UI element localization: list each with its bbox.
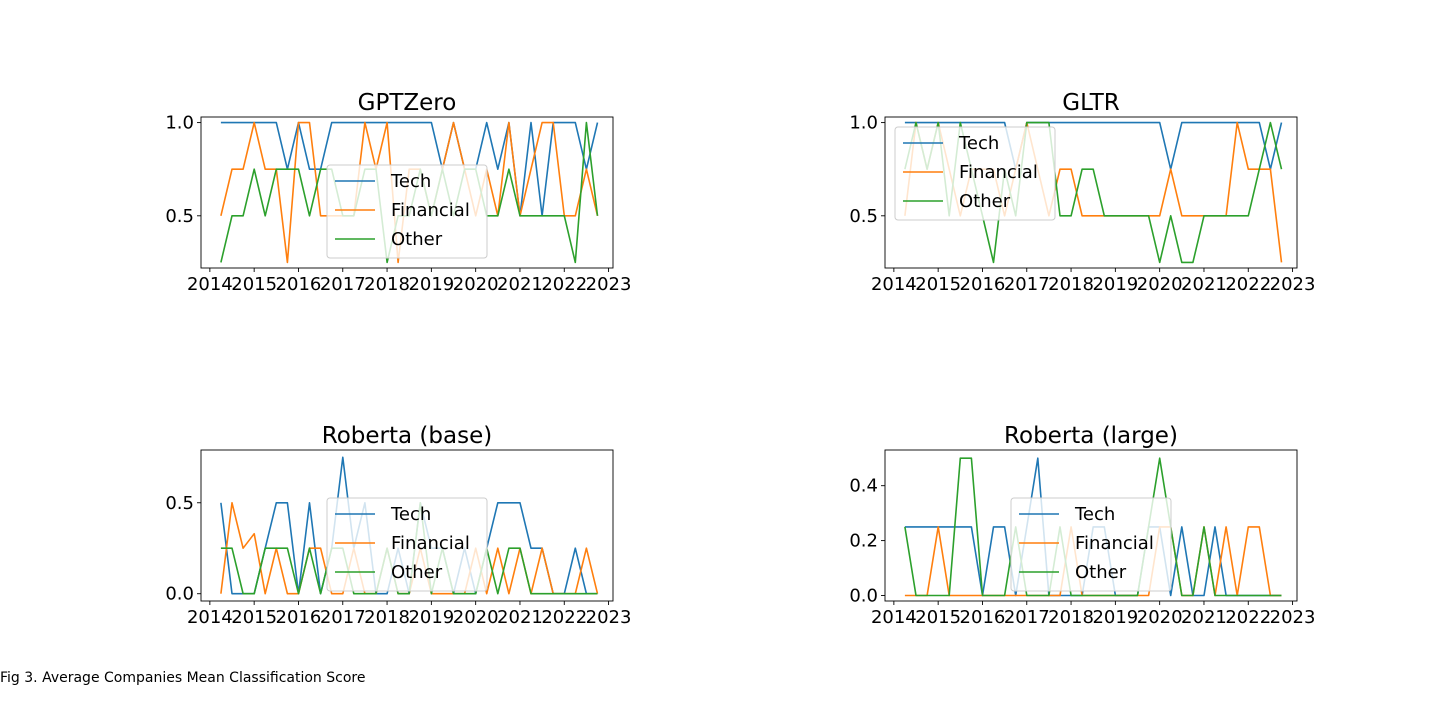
x-tick-label: 2017 [320, 607, 366, 628]
x-tick-label: 2021 [497, 607, 543, 628]
y-tick-label: 1.0 [165, 113, 194, 134]
subplot-4: Roberta (large)2014201520162017201820192… [849, 423, 1315, 628]
x-tick-label: 2021 [1181, 607, 1227, 628]
y-tick-label: 0.5 [165, 493, 194, 514]
subplot-3: Roberta (base)20142015201620172018201920… [165, 423, 631, 628]
x-tick-label: 2021 [497, 274, 543, 295]
x-tick-label: 2020 [453, 274, 499, 295]
y-tick-label: 0.2 [849, 531, 878, 552]
legend-box [894, 126, 1056, 221]
legend-box [326, 164, 488, 259]
legend-label-financial: Financial [1075, 533, 1154, 554]
x-tick-label: 2017 [1004, 274, 1050, 295]
legend-box [326, 497, 488, 592]
x-tick-label: 2022 [1225, 607, 1271, 628]
x-tick-label: 2023 [586, 607, 632, 628]
x-tick-label: 2022 [541, 274, 587, 295]
figure-caption: Fig 3. Average Companies Mean Classifica… [0, 670, 366, 686]
legend-label-tech: Tech [958, 133, 999, 154]
x-tick-label: 2021 [1181, 274, 1227, 295]
legend-label-financial: Financial [959, 162, 1038, 183]
x-tick-label: 2016 [960, 607, 1006, 628]
legend-label-tech: Tech [390, 171, 431, 192]
x-tick-label: 2018 [1048, 274, 1094, 295]
subplot-title: GLTR [1062, 90, 1120, 116]
subplot-title: Roberta (base) [322, 423, 492, 449]
series-line-other [904, 457, 1282, 597]
y-tick-label: 0.4 [849, 476, 878, 497]
x-tick-label: 2018 [364, 274, 410, 295]
subplot-1: GPTZero201420152016201720182019202020212… [165, 90, 631, 295]
x-tick-label: 2022 [541, 607, 587, 628]
x-tick-label: 2016 [276, 607, 322, 628]
legend: Tech Financial Other [1010, 497, 1172, 592]
x-tick-label: 2020 [1137, 607, 1183, 628]
axes-frame [200, 116, 614, 269]
x-tick-label: 2023 [586, 274, 632, 295]
legend: Tech Financial Other [326, 497, 488, 592]
subplot-title: Roberta (large) [1004, 423, 1178, 449]
y-tick-label: 1.0 [849, 113, 878, 134]
x-tick-label: 2020 [1137, 274, 1183, 295]
series-line-tech [904, 121, 1283, 170]
legend-label-other: Other [1075, 562, 1127, 583]
x-tick-label: 2018 [1048, 607, 1094, 628]
legend: Tech Financial Other [326, 164, 488, 259]
legend-label-other: Other [391, 229, 443, 250]
x-tick-label: 2014 [871, 274, 917, 295]
y-tick-label: 0.0 [849, 586, 878, 607]
x-tick-label: 2019 [1092, 607, 1138, 628]
x-tick-label: 2023 [1270, 607, 1316, 628]
x-tick-label: 2014 [871, 607, 917, 628]
y-tick-label: 0.5 [849, 206, 878, 227]
x-tick-label: 2018 [364, 607, 410, 628]
axes-frame [200, 449, 614, 602]
legend-label-other: Other [959, 191, 1011, 212]
x-tick-label: 2015 [231, 274, 277, 295]
subplot-2: GLTR 201420152016201720182019202020212022… [849, 90, 1315, 295]
subplot-title: GPTZero [358, 90, 457, 116]
x-tick-label: 2016 [276, 274, 322, 295]
legend: Tech Financial Other [894, 126, 1056, 221]
x-tick-label: 2016 [960, 274, 1006, 295]
x-tick-label: 2017 [320, 274, 366, 295]
x-tick-label: 2015 [231, 607, 277, 628]
x-tick-label: 2015 [915, 607, 961, 628]
legend-label-financial: Financial [391, 533, 470, 554]
x-tick-label: 2017 [1004, 607, 1050, 628]
legend-label-other: Other [391, 562, 443, 583]
x-tick-label: 2014 [187, 274, 233, 295]
x-tick-label: 2023 [1270, 274, 1316, 295]
x-tick-label: 2014 [187, 607, 233, 628]
legend-box [1010, 497, 1172, 592]
legend-label-tech: Tech [390, 504, 431, 525]
x-tick-label: 2022 [1225, 274, 1271, 295]
x-tick-label: 2019 [1092, 274, 1138, 295]
axes-frame [884, 116, 1298, 269]
x-tick-label: 2020 [453, 607, 499, 628]
series-line-other [220, 501, 598, 595]
legend-label-financial: Financial [391, 200, 470, 221]
x-tick-label: 2015 [915, 274, 961, 295]
legend-label-tech: Tech [1074, 504, 1115, 525]
axes-frame [884, 449, 1298, 602]
x-tick-label: 2019 [408, 274, 454, 295]
y-tick-label: 0.5 [165, 206, 194, 227]
y-tick-label: 0.0 [165, 584, 194, 605]
x-tick-label: 2019 [408, 607, 454, 628]
